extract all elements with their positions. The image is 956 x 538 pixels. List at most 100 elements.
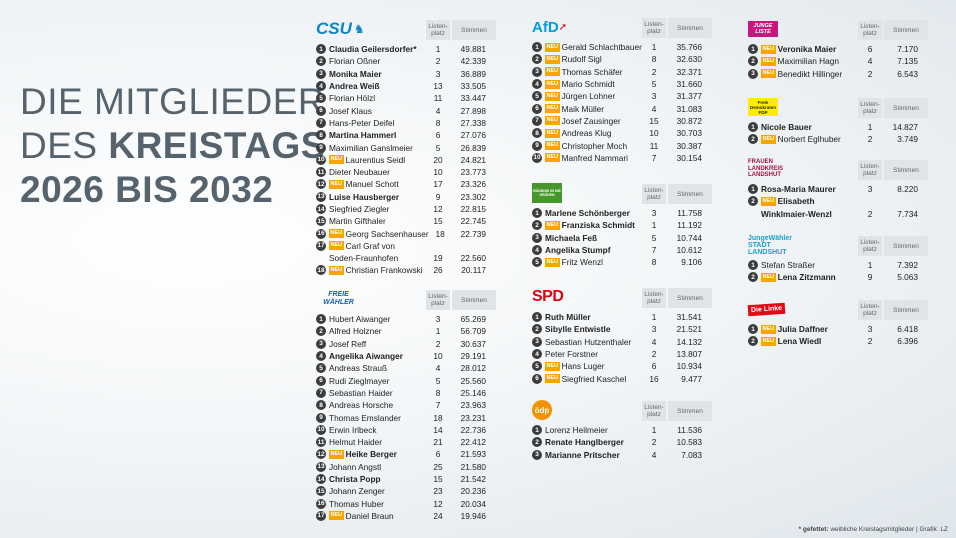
member-row: 1 Rosa-Maria Maurer 3 8.220 [748,183,928,195]
rank-badge: 3 [532,449,542,460]
afd-logo: AfD ➚ [532,16,637,38]
member-name: Florian Hölzl [329,93,376,104]
listenplatz-value: 10 [433,167,443,178]
member-row: 5 NEU Hans Luger 6 10.934 [532,360,712,372]
header-stimmen: Stimmen [884,160,928,180]
member-name: Franziska Schmidt [561,220,635,231]
stimmen-value: 22.739 [460,228,486,239]
header-stimmen: Stimmen [452,20,496,40]
rank-badge: 4 [316,351,326,362]
neu-badge: NEU [545,67,560,77]
rank-badge: 2 [748,336,758,347]
party-spd: SPD Listen- platz Stimmen 1 Ruth Müller 1 31.5… [532,286,712,385]
listenplatz-value: 7 [651,245,657,256]
rank-badge: 18 [316,265,326,276]
listenplatz-value: 1 [867,122,873,133]
member-name: Daniel Braun [345,510,394,521]
stimmen-value: 21.521 [676,324,702,335]
rank-badge: 11 [316,437,326,448]
listenplatz-value: 24 [433,510,443,521]
party-linke: Die Linke Listen- platz Stimmen 1 NEU Julia D… [747,298,928,348]
rank-badge: 7 [316,117,326,128]
member-row: 7 Sebastian Haider 8 25.146 [316,387,496,399]
member-name: Thomas Huber [329,498,384,509]
listenplatz-value: 8 [435,117,441,128]
jl-logo: JUNGE LISTE [748,18,853,40]
member-row: 11 Dieter Neubauer 10 23.773 [316,166,496,178]
member-name: Peter Forstner [545,349,599,360]
member-name: Maximilian Hagn [777,56,839,67]
stimmen-value: 13.807 [676,349,702,360]
stimmen-value: 49.881 [460,44,486,55]
stimmen-value: 33.447 [460,93,486,104]
member-row: 1 NEU Veronika Maier 6 7.170 [748,43,928,55]
member-name: Rosa-Maria Maurer [761,184,836,195]
member-row: 15 Johann Zenger 23 20.236 [316,485,496,497]
stimmen-value: 7.083 [681,449,702,460]
listenplatz-value: 12 [433,204,443,214]
member-row: 10 Erwin Irlbeck 14 22.736 [316,424,496,436]
listenplatz-value: 2 [435,338,441,349]
stimmen-value: 21.580 [460,461,486,472]
rank-badge: 10 [532,152,542,163]
member-row: 1 Lorenz Heilmeier 1 11.536 [532,424,712,436]
stimmen-value: 30.154 [676,152,702,163]
member-row: 11 Helmut Haider 21 22.412 [316,436,496,448]
rank-badge: 17 [316,240,326,251]
stimmen-value: 11.536 [677,425,702,436]
neu-badge: NEU [545,361,560,371]
stimmen-value: 6.543 [897,68,918,79]
oedp-logo-text: ödp [532,400,552,420]
fdp-member-list: 1 Nicole Bauer 1 14.827 2 NEU Norbert Eglhuber… [748,121,928,146]
stimmen-value: 20.034 [460,498,486,509]
neu-badge: NEU [545,128,560,138]
listenplatz-value: 1 [435,44,441,55]
neu-badge: NEU [761,196,776,206]
stimmen-value: 7.135 [897,56,918,67]
listenplatz-value: 9 [867,272,873,283]
stimmen-value: 7.170 [897,44,918,55]
member-name: Winklmaier-Wenzl [761,208,832,219]
fll-header: FRAUEN LANDKREIS LANDSHUT Listen- platz St… [748,158,928,180]
member-name: Angelika Stumpf [545,245,611,256]
neu-badge: NEU [545,54,560,64]
stimmen-value: 30.637 [460,338,486,349]
rank-badge: 9 [316,142,326,153]
header-stimmen: Stimmen [668,288,712,308]
member-name: Christa Popp [329,474,381,484]
rank-badge: 13 [316,191,326,202]
column-headers: Listen- platz Stimmen [426,290,496,310]
member-name: Maximilian Ganslmeier [329,142,413,153]
column-headers: Listen- platz Stimmen [858,20,928,40]
member-row: 8 Martina Hammerl 6 27.076 [316,129,496,141]
member-row: 2 NEU Norbert Eglhuber 2 3.749 [748,133,928,145]
fll-member-list: 1 Rosa-Maria Maurer 3 8.220 2 NEU Elisabeth Win… [748,183,928,220]
stimmen-value: 8.220 [897,184,918,195]
member-name: Heike Berger [345,449,397,460]
member-row: 5 NEU Jürgen Lohner 3 31.377 [532,90,712,102]
stimmen-value: 31.377 [676,91,702,102]
header-stimmen: Stimmen [884,20,928,40]
neu-badge: NEU [761,134,776,144]
stimmen-value: 25.560 [460,375,486,386]
member-name: Norbert Eglhuber [777,134,841,145]
member-name: Martina Hammerl [329,130,397,141]
gruene-header: BÜNDNIS 90 DIE GRÜNEN Listen- platz Stimme… [532,182,712,204]
rank-badge: 1 [532,42,542,53]
jl-logo-text: JUNGE LISTE [748,21,778,37]
listenplatz-value: 16 [649,373,659,384]
listenplatz-value: 6 [867,44,873,55]
rank-badge: 3 [316,338,326,349]
member-row: Winklmaier-Wenzl 2 7.734 [748,208,928,220]
rank-badge: 10 [316,154,326,165]
member-name: Johann Angstl [329,461,382,472]
member-row: 1 Claudia Geilersdorfer* 1 49.881 [316,43,496,55]
member-row: 17 NEU Carl Graf von [316,240,496,252]
member-name: Andreas Klug [561,128,612,139]
member-row: 12 NEU Manuel Schott 17 23.326 [316,178,496,190]
rank-badge: 2 [748,56,758,67]
rank-badge: 14 [316,474,326,484]
spd-logo: SPD [532,286,637,308]
member-name: Alfred Holzner [329,326,382,337]
rank-badge: 9 [316,412,326,423]
